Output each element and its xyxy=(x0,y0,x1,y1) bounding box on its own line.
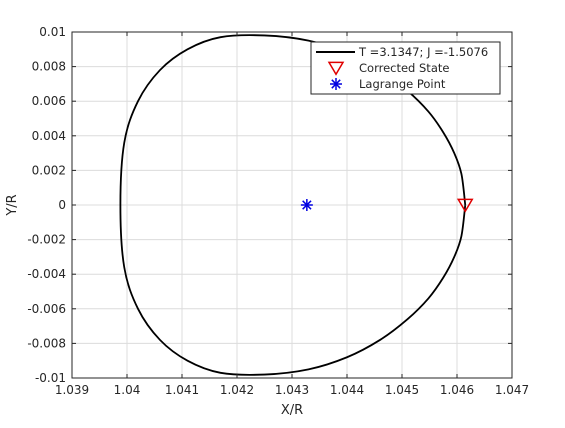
y-tick-label: -0.008 xyxy=(27,336,66,350)
axes-box xyxy=(71,31,513,379)
y-tick-label: -0.01 xyxy=(35,371,66,385)
y-tick-label: -0.006 xyxy=(27,302,66,316)
axes xyxy=(71,31,513,379)
asterisk-stroke xyxy=(302,200,312,210)
y-tick-label: 0.008 xyxy=(32,60,66,74)
legend-marker-swatch xyxy=(327,61,345,76)
legend-box xyxy=(310,41,501,95)
x-tick-label: 1.045 xyxy=(385,383,419,397)
lagrange-point-marker xyxy=(300,199,313,211)
y-tick-label: 0 xyxy=(58,198,66,212)
triangle-marker xyxy=(456,198,474,213)
x-tick-label: 1.047 xyxy=(495,383,529,397)
asterisk-stroke xyxy=(331,79,341,89)
x-tick-label: 1.041 xyxy=(165,383,199,397)
y-tick-label: 0.004 xyxy=(32,129,66,143)
y-tick-label: 0.002 xyxy=(32,163,66,177)
legend-marker-swatch xyxy=(330,78,342,90)
y-tick-label: 0.006 xyxy=(32,94,66,108)
legend-entry-label: Corrected State xyxy=(359,61,449,75)
triangle-marker xyxy=(327,61,345,76)
x-tick-label: 1.04 xyxy=(114,383,141,397)
x-tick-label: 1.039 xyxy=(55,383,89,397)
legend-entry-label: Lagrange Point xyxy=(359,77,446,91)
y-tick-label: 0.01 xyxy=(39,25,66,39)
x-axis-label: X/R xyxy=(281,403,303,418)
x-tick-label: 1.043 xyxy=(275,383,309,397)
x-tick-label: 1.042 xyxy=(220,383,254,397)
corrected-state-marker xyxy=(456,198,474,213)
x-tick-label: 1.044 xyxy=(330,383,364,397)
x-tick-label: 1.046 xyxy=(440,383,474,397)
y-axis-label: Y/R xyxy=(5,194,20,216)
legend: T =3.1347; J =-1.5076 Corrected State Lagr… xyxy=(310,41,501,95)
tick-labels: 1.039 1.04 1.041 1.042 1.043 1.044 1.045 1.046 1… xyxy=(27,25,529,397)
y-tick-label: -0.004 xyxy=(27,267,66,281)
y-tick-label: -0.002 xyxy=(27,233,66,247)
legend-entry-label: T =3.1347; J =-1.5076 xyxy=(358,45,488,59)
